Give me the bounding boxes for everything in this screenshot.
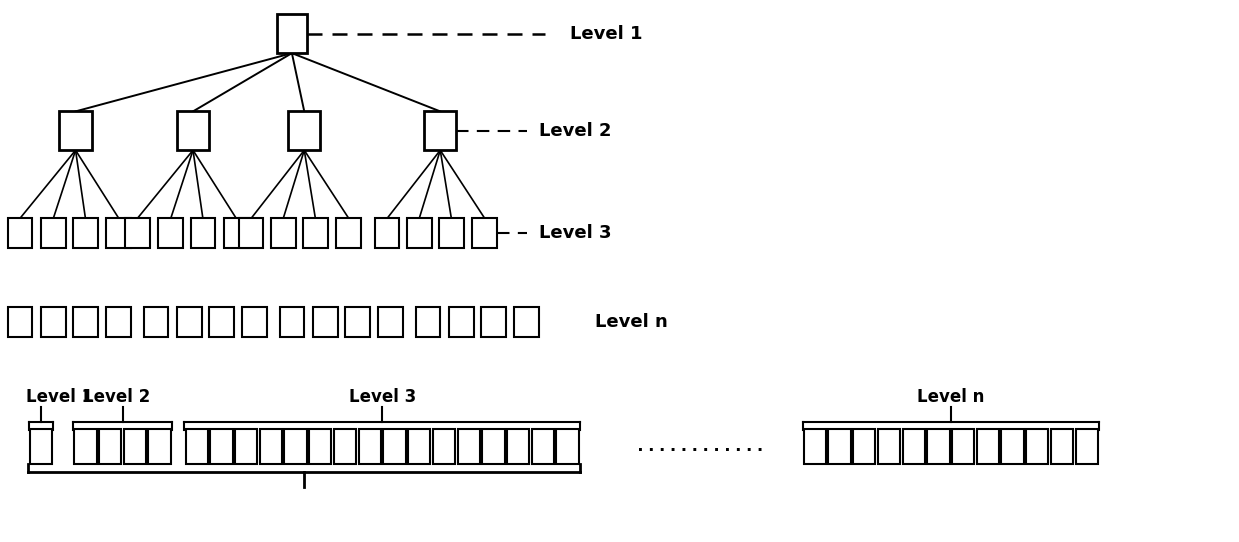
FancyBboxPatch shape: [7, 307, 32, 337]
FancyBboxPatch shape: [224, 218, 249, 248]
FancyBboxPatch shape: [177, 112, 209, 150]
FancyBboxPatch shape: [457, 429, 479, 464]
FancyBboxPatch shape: [532, 429, 554, 464]
FancyBboxPatch shape: [107, 218, 131, 248]
FancyBboxPatch shape: [239, 218, 264, 248]
FancyBboxPatch shape: [41, 218, 66, 248]
FancyBboxPatch shape: [507, 429, 529, 464]
FancyBboxPatch shape: [374, 218, 399, 248]
FancyBboxPatch shape: [1026, 429, 1048, 464]
FancyBboxPatch shape: [432, 429, 455, 464]
FancyBboxPatch shape: [125, 218, 150, 248]
FancyBboxPatch shape: [235, 429, 258, 464]
FancyBboxPatch shape: [481, 307, 506, 337]
Text: Level n: Level n: [595, 313, 668, 331]
FancyBboxPatch shape: [804, 429, 826, 464]
FancyBboxPatch shape: [289, 112, 321, 150]
Text: Level 3: Level 3: [348, 388, 416, 406]
FancyBboxPatch shape: [878, 429, 900, 464]
Text: Level 2: Level 2: [83, 388, 150, 406]
Text: Level n: Level n: [917, 388, 985, 406]
FancyBboxPatch shape: [337, 218, 361, 248]
FancyBboxPatch shape: [304, 218, 328, 248]
FancyBboxPatch shape: [73, 307, 98, 337]
FancyBboxPatch shape: [1051, 429, 1073, 464]
FancyBboxPatch shape: [383, 429, 405, 464]
FancyBboxPatch shape: [149, 429, 171, 464]
FancyBboxPatch shape: [271, 218, 296, 248]
FancyBboxPatch shape: [280, 307, 305, 337]
FancyBboxPatch shape: [449, 307, 473, 337]
FancyBboxPatch shape: [186, 429, 208, 464]
FancyBboxPatch shape: [209, 307, 234, 337]
FancyBboxPatch shape: [406, 218, 431, 248]
FancyBboxPatch shape: [191, 218, 216, 248]
FancyBboxPatch shape: [159, 218, 183, 248]
FancyBboxPatch shape: [514, 307, 539, 337]
Text: Level 1: Level 1: [570, 25, 643, 43]
FancyBboxPatch shape: [482, 429, 504, 464]
FancyBboxPatch shape: [358, 429, 380, 464]
FancyBboxPatch shape: [59, 112, 92, 150]
FancyBboxPatch shape: [310, 429, 332, 464]
FancyBboxPatch shape: [243, 307, 268, 337]
FancyBboxPatch shape: [260, 429, 282, 464]
FancyBboxPatch shape: [124, 429, 146, 464]
FancyBboxPatch shape: [41, 307, 66, 337]
FancyBboxPatch shape: [144, 307, 169, 337]
FancyBboxPatch shape: [211, 429, 233, 464]
FancyBboxPatch shape: [976, 429, 999, 464]
FancyBboxPatch shape: [107, 307, 131, 337]
FancyBboxPatch shape: [1001, 429, 1023, 464]
FancyBboxPatch shape: [424, 112, 456, 150]
FancyBboxPatch shape: [952, 429, 974, 464]
FancyBboxPatch shape: [415, 307, 440, 337]
FancyBboxPatch shape: [177, 307, 202, 337]
FancyBboxPatch shape: [439, 218, 463, 248]
Text: ............: ............: [634, 437, 766, 455]
FancyBboxPatch shape: [556, 429, 579, 464]
FancyBboxPatch shape: [378, 307, 403, 337]
FancyBboxPatch shape: [30, 429, 52, 464]
FancyBboxPatch shape: [927, 429, 949, 464]
Text: Level 2: Level 2: [539, 122, 612, 140]
FancyBboxPatch shape: [278, 14, 307, 53]
FancyBboxPatch shape: [344, 307, 369, 337]
FancyBboxPatch shape: [74, 429, 97, 464]
Text: Level 3: Level 3: [539, 224, 612, 242]
FancyBboxPatch shape: [73, 218, 98, 248]
FancyBboxPatch shape: [829, 429, 851, 464]
FancyBboxPatch shape: [854, 429, 876, 464]
FancyBboxPatch shape: [1075, 429, 1098, 464]
FancyBboxPatch shape: [99, 429, 121, 464]
FancyBboxPatch shape: [7, 218, 32, 248]
FancyBboxPatch shape: [408, 429, 430, 464]
FancyBboxPatch shape: [902, 429, 924, 464]
FancyBboxPatch shape: [285, 429, 307, 464]
FancyBboxPatch shape: [472, 218, 497, 248]
FancyBboxPatch shape: [313, 307, 338, 337]
FancyBboxPatch shape: [335, 429, 356, 464]
Text: Level 1: Level 1: [26, 388, 93, 406]
